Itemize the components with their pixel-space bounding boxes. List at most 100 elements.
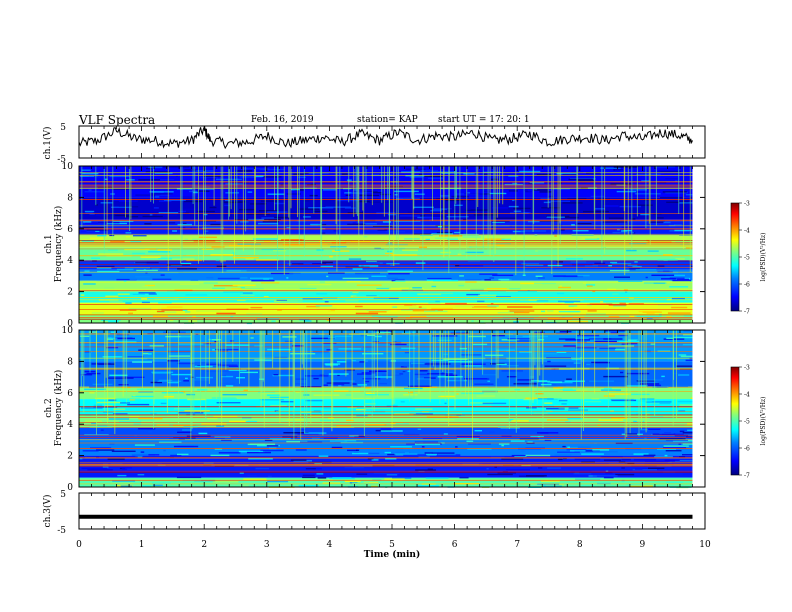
spectrogram-texture bbox=[421, 217, 441, 219]
spectrogram-impulse bbox=[429, 330, 431, 403]
spectrogram-texture bbox=[532, 189, 549, 191]
spectrogram-line bbox=[79, 260, 693, 262]
spectrogram-texture bbox=[96, 267, 112, 269]
spectrogram-texture bbox=[399, 373, 404, 375]
spectrogram-texture bbox=[157, 311, 177, 313]
spectrogram-texture bbox=[384, 451, 391, 454]
spectrogram-texture bbox=[346, 419, 354, 422]
chart-title: VLF Spectra bbox=[79, 113, 156, 127]
spectrogram-texture bbox=[197, 210, 215, 213]
spectrogram-impulse bbox=[443, 166, 445, 258]
spectrogram-texture bbox=[621, 458, 631, 461]
spectrogram-texture bbox=[270, 272, 294, 275]
spectrogram-texture bbox=[299, 287, 317, 290]
spectrogram-texture bbox=[225, 270, 247, 272]
x-tick-label: 10 bbox=[699, 540, 711, 550]
spectrogram-texture bbox=[404, 238, 420, 240]
spectrogram-texture bbox=[117, 474, 127, 477]
spectrogram-band bbox=[79, 269, 693, 281]
spectrogram-texture bbox=[546, 216, 565, 218]
spectrogram-texture bbox=[272, 374, 295, 377]
spectrogram-impulse bbox=[583, 330, 585, 422]
spectrogram-texture bbox=[500, 371, 524, 374]
spectrogram-impulse bbox=[482, 330, 484, 375]
spectrogram-texture bbox=[678, 354, 687, 356]
spectrogram-texture bbox=[313, 377, 319, 380]
spectrogram-texture bbox=[607, 393, 632, 395]
spectrogram-texture bbox=[119, 200, 138, 202]
spectrogram-texture bbox=[568, 407, 579, 409]
spectrogram-texture bbox=[356, 408, 366, 411]
spectrogram-texture bbox=[501, 339, 520, 341]
spectrogram-texture bbox=[92, 249, 95, 251]
spectrogram-texture bbox=[80, 294, 85, 296]
spectrogram-texture bbox=[217, 277, 240, 280]
spectrogram-impulse bbox=[277, 166, 279, 215]
spectrogram-texture bbox=[394, 453, 418, 455]
spectrogram-texture bbox=[663, 447, 687, 449]
spectrogram-texture bbox=[608, 304, 627, 306]
spectrogram-texture bbox=[464, 365, 482, 367]
spectrogram-texture bbox=[185, 377, 188, 380]
spectrogram-texture bbox=[362, 190, 378, 193]
spectrogram-texture bbox=[566, 449, 587, 451]
spectrogram-texture bbox=[372, 225, 393, 228]
spectrogram-texture bbox=[185, 226, 191, 229]
spectrogram-impulse bbox=[205, 330, 207, 421]
spectrogram-texture bbox=[148, 293, 157, 295]
spectrogram-texture bbox=[666, 337, 674, 339]
spectrogram-texture bbox=[489, 277, 495, 279]
spectrogram-impulse bbox=[80, 330, 82, 387]
spectrogram-impulse bbox=[254, 166, 255, 256]
spectrogram-texture bbox=[505, 429, 509, 431]
spectrogram-texture bbox=[651, 274, 675, 276]
spectrogram-texture bbox=[320, 265, 334, 268]
spectrogram-texture bbox=[546, 419, 569, 421]
spectrogram-texture bbox=[96, 449, 115, 451]
spectrogram-texture bbox=[608, 217, 624, 219]
spectrogram-impulse bbox=[303, 166, 305, 257]
spectrogram-texture bbox=[366, 260, 377, 263]
spectrogram-texture bbox=[427, 292, 454, 295]
spectrogram-line bbox=[79, 470, 693, 472]
spectrogram-texture bbox=[424, 310, 448, 313]
spectrogram-impulse bbox=[559, 166, 561, 224]
spectrogram-texture bbox=[82, 173, 99, 175]
spectrogram-texture bbox=[344, 466, 365, 469]
spectrogram-texture bbox=[447, 238, 459, 241]
spectrogram-impulse bbox=[232, 330, 234, 362]
spectrogram-texture bbox=[513, 383, 537, 385]
spectrogram-texture bbox=[267, 475, 272, 478]
spectrogram-texture bbox=[570, 450, 586, 452]
spectrogram-line bbox=[79, 188, 693, 189]
spectrogram-texture bbox=[178, 227, 192, 229]
spectrogram-texture bbox=[651, 402, 671, 405]
spectrogram-line bbox=[79, 357, 693, 359]
spectrogram-texture bbox=[283, 432, 309, 434]
spectrogram-texture bbox=[175, 175, 178, 177]
spectrogram-line bbox=[79, 427, 693, 428]
spectrogram-texture bbox=[491, 207, 514, 209]
spectrogram-line bbox=[79, 225, 693, 227]
spectrogram-texture bbox=[336, 361, 347, 363]
spectrogram-texture bbox=[689, 280, 693, 282]
spectrogram-texture bbox=[93, 404, 103, 407]
spectrogram-texture bbox=[418, 306, 422, 308]
spectrogram-texture bbox=[325, 206, 351, 208]
spectrogram-texture bbox=[352, 383, 357, 385]
spectrogram-texture bbox=[428, 302, 441, 304]
spectrogram-texture bbox=[664, 459, 680, 461]
spectrogram-texture bbox=[459, 265, 484, 267]
spectrogram-texture bbox=[649, 417, 676, 419]
spectrogram-line bbox=[79, 342, 693, 343]
spectrogram-texture bbox=[515, 183, 535, 186]
spectrogram-texture bbox=[223, 398, 237, 400]
spectrogram-texture bbox=[86, 229, 109, 231]
spectrogram-texture bbox=[455, 265, 461, 267]
spectrogram-texture bbox=[512, 230, 525, 233]
spectrogram-texture bbox=[644, 437, 647, 439]
spectrogram-texture bbox=[510, 440, 525, 442]
spectrogram-texture bbox=[347, 212, 364, 214]
spectrogram-impulse bbox=[397, 166, 399, 250]
spectrogram-impulse bbox=[472, 330, 473, 440]
